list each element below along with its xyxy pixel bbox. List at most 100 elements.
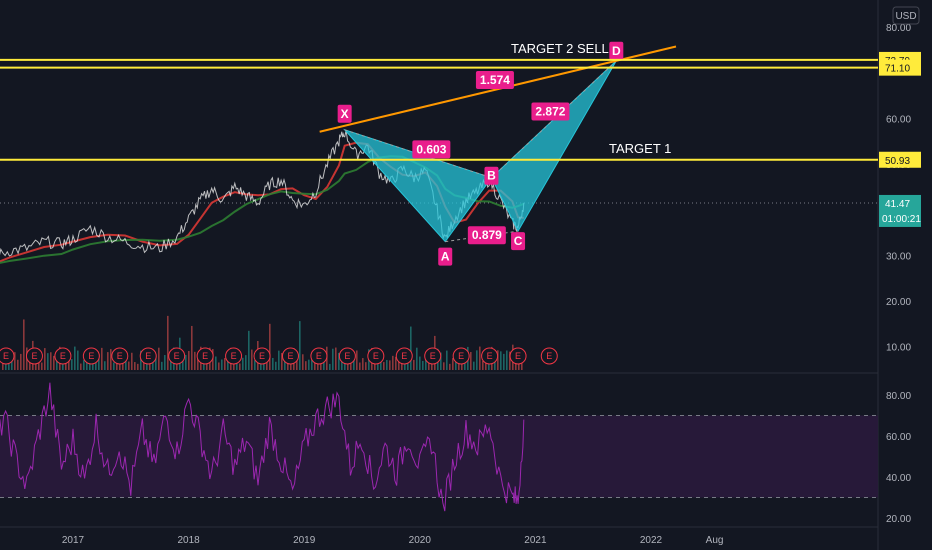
volume-bar [302, 354, 304, 370]
earnings-marker[interactable] [395, 347, 413, 365]
earnings-marker[interactable] [310, 347, 328, 365]
volume-bar [362, 358, 364, 370]
earnings-marker-label: E [174, 351, 180, 361]
earnings-marker-label: E [145, 351, 151, 361]
volume-bar [497, 350, 499, 370]
price-tick-label: 10.00 [886, 343, 911, 354]
pattern-point-badge[interactable] [438, 247, 453, 266]
pattern-point-badge[interactable] [484, 166, 499, 185]
earnings-marker[interactable] [338, 347, 356, 365]
volume-bar [23, 319, 25, 370]
target-price-badge-label: 50.93 [885, 156, 910, 167]
earnings-marker[interactable] [452, 347, 470, 365]
pattern-point-badge[interactable] [609, 41, 624, 60]
volume-bar [431, 362, 433, 370]
volume-bar [77, 350, 79, 370]
earnings-marker[interactable] [424, 347, 442, 365]
earnings-marker[interactable] [139, 347, 157, 365]
earnings-marker[interactable] [281, 347, 299, 365]
earnings-marker[interactable] [196, 347, 214, 365]
time-tick-label: 2017 [62, 535, 85, 546]
target-line-label: TARGET 2 SELL [511, 41, 609, 56]
volume-bar [386, 359, 388, 370]
earnings-marker[interactable] [54, 347, 72, 365]
price-tick-label: 20.00 [886, 297, 911, 308]
volume-bar [137, 363, 139, 370]
time-axis-ticks: 2017 2018 2019 2020 2021 2022 Aug [62, 535, 724, 546]
target-lines[interactable]: TARGET 2 SELL TARGET 1 [0, 41, 878, 161]
harmonic-pattern[interactable]: X A B C D 0.603 0.879 2.872 1.574 [319, 41, 677, 266]
volume-bar [71, 359, 73, 370]
time-tick-label: 2018 [177, 535, 200, 546]
earnings-marker-label: E [546, 351, 552, 361]
currency-box[interactable] [892, 6, 920, 25]
rsi-series-line [0, 382, 525, 512]
volume-bar [131, 352, 133, 370]
volume-bar [449, 363, 451, 370]
pattern-ratio-badge[interactable] [412, 140, 451, 159]
volume-bar [296, 359, 298, 370]
volume-bar [191, 325, 193, 370]
pattern-xb-line [344, 129, 492, 179]
earnings-marker[interactable] [481, 347, 499, 365]
earnings-marker[interactable] [25, 347, 43, 365]
current-price-label: 41.47 [885, 199, 910, 210]
pattern-ratio-badge[interactable] [475, 70, 514, 89]
volume-bar [422, 360, 424, 370]
earnings-marker[interactable] [111, 347, 129, 365]
volume-bar [452, 358, 454, 370]
volume-bar [239, 363, 241, 370]
volume-bar [353, 359, 355, 370]
volume-bar [251, 349, 253, 370]
volume-bar [221, 359, 223, 370]
volume-bar [218, 362, 220, 370]
target-price-badge [879, 151, 921, 168]
pattern-point-label: C [514, 234, 523, 248]
price-tick-label: 80.00 [886, 23, 911, 34]
volume-bar [248, 330, 250, 370]
earnings-marker[interactable] [367, 347, 385, 365]
pattern-ratio-label: 0.879 [472, 228, 502, 242]
volume-bar [41, 362, 43, 370]
earnings-marker-label: E [430, 351, 436, 361]
volume-bar [44, 348, 46, 370]
earnings-marker[interactable] [82, 347, 100, 365]
volume-bar [500, 351, 502, 370]
volume-bar [8, 362, 10, 370]
earnings-marker[interactable] [168, 347, 186, 365]
pattern-ratio-badge[interactable] [531, 102, 570, 121]
earnings-marker-future[interactable] [540, 347, 558, 365]
volume-bar [308, 359, 310, 370]
earnings-marker-label: E [60, 351, 66, 361]
time-tick-label: 2020 [409, 535, 432, 546]
earnings-marker-label: E [458, 351, 464, 361]
pattern-point-badge[interactable] [511, 232, 526, 251]
volume-bar [461, 362, 463, 370]
volume-bar [395, 356, 397, 370]
pattern-ratio-badge[interactable] [467, 226, 506, 245]
currency-label: USD [895, 11, 916, 22]
earnings-marker[interactable] [225, 347, 243, 365]
volume-bar [458, 361, 460, 370]
earnings-marker[interactable] [253, 347, 271, 365]
pattern-point-badge[interactable] [337, 104, 352, 123]
earnings-marker[interactable] [0, 347, 15, 365]
volume-bar [410, 326, 412, 370]
volume-bar [245, 355, 247, 370]
volume-bar [125, 359, 127, 370]
time-tick-label: 2021 [524, 535, 547, 546]
target-line-label: TARGET 1 [609, 141, 671, 156]
earnings-marker-label: E [231, 351, 237, 361]
volume-bar [446, 350, 448, 370]
earnings-marker-label: E [202, 351, 208, 361]
volume-bar [335, 347, 337, 370]
volume-bar [242, 357, 244, 370]
volume-bar [284, 361, 286, 370]
earnings-marker[interactable] [509, 347, 527, 365]
volume-bar [224, 358, 226, 370]
volume-bar [170, 355, 172, 370]
volume-bar [479, 346, 481, 370]
volume-bar [101, 347, 103, 370]
volume-bar [74, 346, 76, 370]
